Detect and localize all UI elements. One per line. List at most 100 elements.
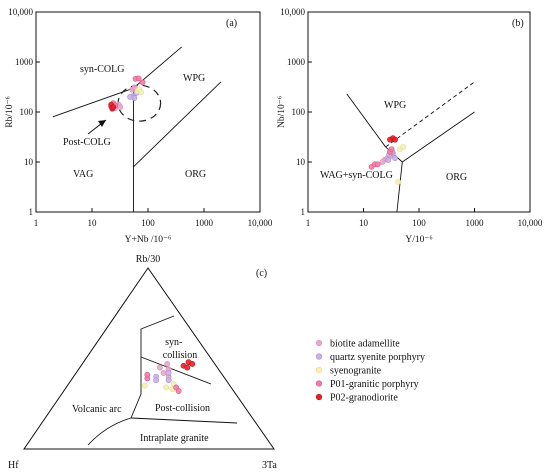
boundary-syn-post (140, 356, 212, 385)
data-point (139, 79, 146, 86)
y-tick-label: 100 (292, 107, 306, 117)
x-tick-label: 1 (306, 218, 311, 228)
data-point (400, 144, 407, 150)
boundary-post-intraplate (130, 393, 238, 424)
x-tick-label: 1 (34, 218, 39, 228)
y-tick-label: 1000 (287, 57, 306, 67)
panel-b-field-wag: WAG+syn-COLG (320, 170, 393, 181)
y-tick-label: 100 (20, 107, 34, 117)
y-tick-label: 1000 (15, 57, 34, 67)
panel-a-boundaries (52, 46, 222, 212)
panel-a-frame (35, 11, 261, 213)
data-point (164, 361, 171, 367)
field-boundary (396, 161, 403, 213)
panel-b-field-org: ORG (446, 172, 467, 183)
panel-c-label: (c) (256, 268, 267, 279)
legend-marker (315, 339, 323, 347)
y-tick-label: 1 (301, 207, 306, 217)
legend-label: P01-granitic porphyry (330, 379, 419, 390)
data-point (156, 364, 163, 371)
data-point (388, 146, 395, 153)
panel-a-field-org: ORG (185, 169, 206, 180)
panel-b-label: (b) (512, 18, 524, 29)
ternary-field-volcanic-arc: Volcanic arc (72, 404, 122, 415)
legend-marker (315, 380, 323, 387)
data-point (141, 382, 148, 389)
panel-a-ylabel: Rb/10⁻⁶ (5, 96, 15, 128)
data-point (160, 370, 167, 376)
boundary-volcanic-arc (87, 417, 132, 446)
x-tick-label: 10,000 (518, 218, 543, 228)
panel-a-field-wpg: WPG (183, 73, 205, 84)
field-boundary (52, 87, 134, 118)
panel-c-points (141, 359, 196, 394)
data-point (175, 388, 182, 394)
panel-b-boundaries (346, 81, 475, 213)
panel-a: 1 10 100 1000 10,000 1 10 100 1000 10,000 (a) Y+N… (5, 7, 273, 245)
field-boundary (346, 93, 386, 148)
x-tick-label: 1000 (195, 218, 214, 228)
legend-label: quartz syenite porphyry (330, 352, 425, 363)
data-point (165, 370, 172, 376)
legend-label: P02-granodiorite (330, 393, 398, 404)
syn-collision-line2: collision (163, 350, 197, 361)
field-boundary (402, 111, 475, 163)
panel-b-points (368, 135, 407, 185)
panel-a-field-vag: VAG (73, 169, 93, 180)
ternary-field-syn-collision: syn- collision (163, 337, 197, 361)
x-tick-label: 10 (359, 218, 369, 228)
data-point (131, 95, 138, 101)
panel-c-boundaries (87, 315, 238, 446)
panel-a-field-syn-colg: syn-COLG (80, 64, 124, 75)
panel-b-xlabel: Y/10⁻⁶ (405, 235, 432, 245)
panel-a-label: (a) (226, 18, 237, 29)
data-point (117, 104, 124, 111)
legend-marker (315, 366, 323, 374)
syn-collision-line1: syn- (165, 337, 182, 348)
ternary-triangle (23, 267, 275, 450)
x-tick-label: 10 (88, 218, 98, 228)
ternary-field-post-collision: Post-collision (155, 403, 210, 414)
panel-b-ticks: 1 10 100 1000 10,000 1 10 100 1000 10,000 (280, 7, 543, 228)
data-point (110, 104, 117, 111)
x-tick-label: 100 (412, 218, 426, 228)
apex-top: Rb/30 (136, 254, 160, 265)
panel-a-ticks: 1 10 100 1000 10,000 1 10 100 1000 10,000 (8, 7, 273, 228)
x-tick-label: 10,000 (248, 218, 273, 228)
panel-b-frame (307, 11, 531, 213)
data-point (392, 155, 398, 161)
panel-a-points (108, 75, 146, 112)
data-point (135, 75, 142, 82)
legend-marker (315, 353, 323, 360)
legend-label: biotite adamellite (330, 339, 400, 350)
panel-b-ylabel: Nb/10⁻⁶ (277, 96, 287, 128)
data-point (153, 377, 160, 384)
data-point (163, 384, 170, 391)
data-point (392, 136, 398, 143)
y-tick-label: 10,000 (280, 7, 305, 17)
data-point (189, 361, 196, 367)
x-tick-label: 100 (141, 218, 155, 228)
field-boundary (133, 81, 222, 168)
boundary-syn-collision-left (140, 315, 175, 394)
data-point (395, 178, 401, 185)
dashed-boundary (385, 81, 475, 148)
ternary-field-intraplate: Intraplate granite (140, 433, 209, 444)
panel-c: (c) Rb/30 Hf 3Ta syn- collision Volcanic… (8, 254, 277, 471)
legend: biotite adamellite quartz syenite porphyr… (315, 339, 425, 404)
data-point (144, 371, 151, 378)
panel-b-field-wpg: WPG (384, 100, 406, 111)
data-point (184, 364, 191, 371)
y-tick-label: 10 (24, 157, 34, 167)
data-point (165, 377, 172, 384)
apex-left: Hf (8, 460, 19, 471)
post-colg-arrowhead (98, 120, 106, 127)
data-point (385, 157, 392, 163)
panel-b: 1 10 100 1000 10,000 1 10 100 1000 10,000 (b) Y/1… (277, 7, 543, 245)
apex-right: 3Ta (262, 460, 277, 471)
legend-label: syenogranite (330, 366, 382, 377)
y-tick-label: 1 (29, 207, 34, 217)
panel-a-xlabel: Y+Nb /10⁻⁶ (125, 235, 172, 245)
y-tick-label: 10,000 (8, 7, 33, 17)
